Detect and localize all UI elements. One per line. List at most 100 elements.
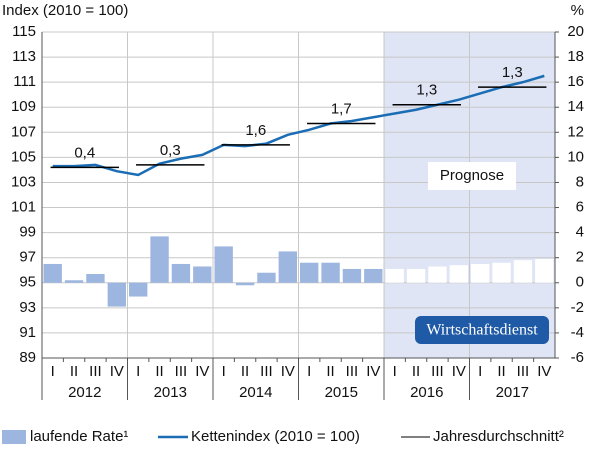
x-tick-label: I — [393, 363, 397, 380]
y-tick-label: 111 — [13, 73, 36, 90]
y-axis-label: Index (2010 = 100) — [2, 2, 128, 19]
bar — [470, 263, 490, 283]
bar — [449, 265, 469, 283]
annual-label: 1,3 — [502, 64, 523, 81]
y2-tick-label: 14 — [567, 98, 584, 115]
x-tick-label: I — [136, 363, 140, 380]
y-tick-label: 91 — [19, 324, 36, 341]
x-tick-label: II — [497, 363, 505, 380]
bar — [492, 262, 511, 283]
bar — [128, 282, 148, 297]
prognose-box — [428, 162, 516, 190]
bar — [385, 268, 404, 283]
y-tick-label: 97 — [19, 249, 36, 266]
forecast-label: Prognose — [440, 167, 504, 184]
x-tick-label: III — [175, 363, 188, 380]
bar — [43, 263, 62, 283]
index-line — [52, 74, 545, 177]
badge-bg — [415, 316, 549, 344]
x-tick-label: III — [346, 363, 359, 380]
x-tick-label: III — [89, 363, 102, 380]
bar — [278, 251, 298, 283]
y2-tick-label: 0 — [576, 274, 584, 291]
y-tick-label: 103 — [11, 173, 36, 190]
bar — [535, 258, 554, 283]
bar — [342, 268, 362, 283]
x-tick-label: IV — [195, 363, 209, 380]
year-label: 2014 — [239, 384, 272, 401]
x-tick-label: II — [155, 363, 163, 380]
y-tick-label: 89 — [19, 349, 36, 366]
year-label: 2015 — [325, 384, 358, 401]
y2-tick-label: 16 — [567, 73, 584, 90]
x-tick-label: IV — [281, 363, 295, 380]
bar — [193, 266, 212, 283]
legend-label: Jahresdurchschnitt² — [433, 428, 564, 445]
legend-label: Kettenindex (2010 = 100) — [191, 428, 360, 445]
y2-tick-label: 6 — [576, 199, 584, 216]
x-tick-label: I — [478, 363, 482, 380]
y2-axis-label: % — [571, 2, 584, 19]
x-tick-label: II — [326, 363, 334, 380]
annual-label: 1,3 — [416, 82, 437, 99]
bar — [86, 273, 105, 283]
bar — [321, 262, 340, 283]
bar — [64, 280, 84, 283]
badge: Wirtschaftsdienst — [426, 322, 538, 339]
bar — [150, 236, 169, 283]
bar — [171, 263, 191, 283]
bar — [299, 262, 319, 283]
bar — [364, 268, 383, 283]
x-tick-label: IV — [537, 363, 551, 380]
bar — [107, 282, 127, 307]
x-tick-label: III — [431, 363, 444, 380]
x-tick-label: IV — [452, 363, 466, 380]
legend-label: laufende Rate¹ — [30, 428, 128, 445]
y-tick-label: 101 — [11, 199, 36, 216]
annual-label: 1,7 — [331, 100, 352, 117]
y-tick-label: 107 — [11, 123, 36, 140]
annual-label: 0,4 — [74, 144, 95, 161]
y2-tick-label: -6 — [571, 349, 584, 366]
x-tick-label: II — [241, 363, 249, 380]
x-tick-label: III — [260, 363, 273, 380]
y2-tick-label: 18 — [567, 48, 584, 65]
y2-tick-label: 20 — [567, 23, 584, 40]
year-label: 2017 — [496, 384, 529, 401]
y-tick-label: 115 — [12, 23, 36, 40]
annual-label: 0,3 — [160, 142, 181, 159]
y2-tick-label: -2 — [571, 299, 584, 316]
year-label: 2012 — [68, 384, 101, 401]
x-tick-label: I — [222, 363, 226, 380]
y-tick-label: 113 — [12, 48, 36, 65]
bar — [406, 268, 426, 283]
x-tick-label: II — [70, 363, 78, 380]
y2-tick-label: 10 — [567, 148, 584, 165]
year-label: 2016 — [410, 384, 443, 401]
y2-tick-label: 2 — [576, 249, 584, 266]
y-tick-label: 93 — [19, 299, 36, 316]
y-tick-label: 109 — [11, 98, 36, 115]
y2-tick-label: 8 — [576, 173, 584, 190]
y2-tick-label: 4 — [576, 224, 584, 241]
legend-swatch — [2, 430, 26, 444]
x-tick-label: II — [412, 363, 420, 380]
y2-tick-label: -4 — [571, 324, 584, 341]
bar — [428, 266, 447, 283]
bar — [257, 272, 276, 283]
x-tick-label: I — [51, 363, 55, 380]
x-tick-label: I — [307, 363, 311, 380]
y-tick-label: 105 — [11, 148, 36, 165]
y2-tick-label: 12 — [567, 123, 584, 140]
annual-label: 1,6 — [245, 122, 266, 139]
bar — [214, 246, 233, 283]
y-tick-label: 95 — [19, 274, 36, 291]
bar — [513, 260, 533, 283]
y-tick-label: 99 — [19, 224, 36, 241]
x-tick-label: IV — [110, 363, 124, 380]
year-label: 2013 — [154, 384, 187, 401]
bar — [235, 282, 255, 286]
x-tick-label: IV — [366, 363, 380, 380]
x-tick-label: III — [517, 363, 530, 380]
